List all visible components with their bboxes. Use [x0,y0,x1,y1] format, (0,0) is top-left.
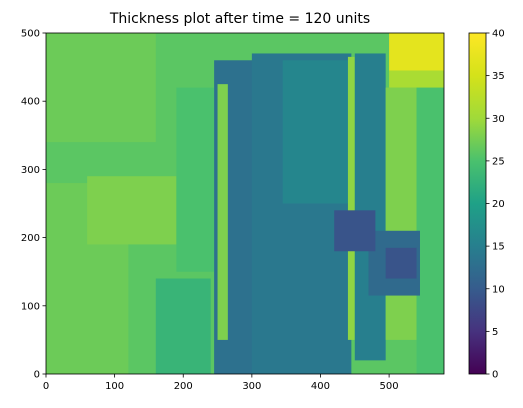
y-tick-label: 0 [34,370,40,381]
x-tick-label: 100 [105,381,124,392]
x-tick-label: 200 [174,381,193,392]
plot-frame [45,32,445,375]
heatmap-region-12 [385,87,417,340]
colorbar [468,32,487,375]
x-tick-label: 300 [242,381,261,392]
heatmap-image [46,33,444,374]
y-tick-label: 500 [21,29,40,40]
heatmap-region-8 [282,60,352,204]
colorbar-tick-label: 20 [492,199,505,210]
chart-title: Thickness plot after time = 120 units [109,11,370,27]
heatmap-region-3 [87,176,177,245]
colorbar-tick-label: 15 [492,242,505,253]
heatmap-region-5 [155,278,211,374]
x-axis: 0 100 200 300 400 500 [43,374,399,392]
colorbar-tick-label: 40 [492,29,505,40]
colorbar-axis: 0 5 10 15 20 25 30 35 40 [486,29,505,381]
colorbar-tick-label: 5 [492,327,498,338]
y-tick-label: 400 [21,97,40,108]
y-axis: 0 100 200 300 400 500 [21,29,46,381]
x-tick-label: 400 [311,381,330,392]
heatmap-region-16 [334,210,376,252]
x-tick-label: 500 [380,381,399,392]
heatmap-region-9 [217,84,228,340]
y-tick-label: 100 [21,301,40,312]
colorbar-tick-label: 25 [492,156,505,167]
colorbar-tick-label: 35 [492,71,505,82]
heatmap-region-11 [354,53,386,361]
heatmap-region-10 [347,56,355,340]
heatmap-region-13 [416,87,444,374]
colorbar-tick-label: 30 [492,114,505,125]
y-tick-label: 200 [21,233,40,244]
heatmap-region-1 [46,33,156,143]
colorbar-tick-label: 0 [492,370,498,381]
colorbar-tick-label: 10 [492,284,505,295]
heatmap-region-17 [389,33,444,71]
heatmap-region-15 [385,247,417,279]
heatmap-region-18 [389,70,444,88]
heatmap-region-4 [176,87,215,272]
x-tick-label: 0 [43,381,49,392]
y-tick-label: 300 [21,165,40,176]
